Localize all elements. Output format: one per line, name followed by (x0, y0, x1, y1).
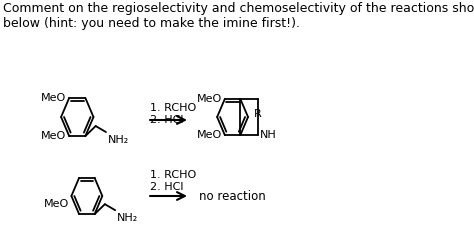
Text: NH₂: NH₂ (108, 135, 129, 145)
Text: 1. RCHO
2. HCl: 1. RCHO 2. HCl (150, 170, 196, 192)
Text: no reaction: no reaction (199, 189, 265, 203)
Text: NH: NH (260, 130, 277, 140)
Text: NH₂: NH₂ (117, 213, 138, 223)
Text: MeO: MeO (41, 131, 66, 141)
Text: R: R (254, 109, 262, 119)
Text: MeO: MeO (197, 130, 222, 140)
Text: MeO: MeO (44, 199, 69, 209)
Text: 1. RCHO
2. HCl: 1. RCHO 2. HCl (150, 103, 196, 125)
Text: MeO: MeO (41, 93, 66, 103)
Text: Comment on the regioselectivity and chemoselectivity of the reactions shown
belo: Comment on the regioselectivity and chem… (3, 2, 474, 30)
Text: MeO: MeO (197, 94, 222, 104)
